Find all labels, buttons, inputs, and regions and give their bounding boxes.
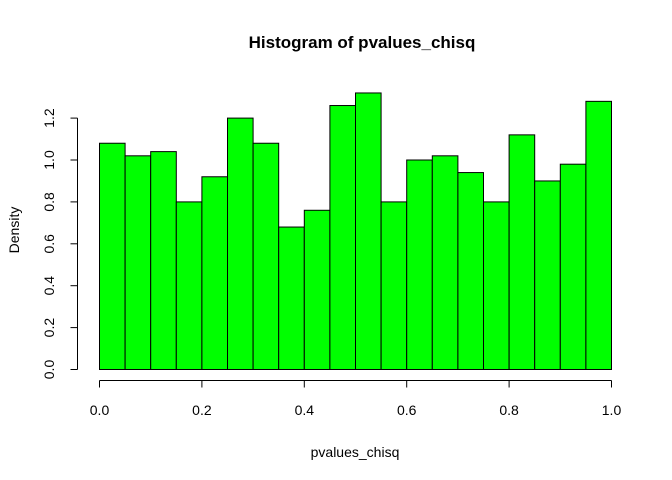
- histogram-bar: [252, 142, 280, 370]
- y-tick-label: 0.4: [41, 276, 57, 296]
- histogram-bar: [227, 117, 254, 370]
- histogram-bar: [508, 134, 536, 370]
- x-tick-label: 0.0: [90, 402, 110, 418]
- y-tick-label: 0.0: [41, 360, 57, 380]
- histogram-bar: [559, 163, 587, 370]
- y-tick-label: 0.6: [41, 234, 57, 254]
- histogram-bar: [303, 209, 331, 370]
- y-tick-label: 1.2: [41, 108, 57, 128]
- bars-layer: [99, 92, 613, 371]
- y-tick-label: 0.8: [41, 192, 57, 212]
- histogram-bar: [457, 172, 484, 370]
- y-tick-label: 1.0: [41, 150, 57, 170]
- x-tick-label: 0.8: [499, 402, 519, 418]
- histogram-bar: [380, 201, 408, 370]
- y-tick-label: 0.2: [41, 318, 57, 338]
- histogram-bar: [483, 201, 510, 370]
- histogram-bar: [175, 201, 203, 370]
- histogram-bar: [534, 180, 561, 370]
- histogram-bar: [201, 176, 228, 370]
- histogram-bar: [329, 105, 356, 370]
- x-tick-label: 0.4: [295, 402, 315, 418]
- histogram-bar: [99, 142, 126, 370]
- histogram-bar: [150, 151, 177, 370]
- chart-title: Histogram of pvalues_chisq: [249, 33, 476, 52]
- y-axis: 0.0 0.2 0.4 0.6 0.8 1.0 1.2: [41, 108, 78, 379]
- histogram-bar: [278, 226, 305, 370]
- histogram-bar: [431, 155, 459, 370]
- x-tick-label: 0.2: [192, 402, 212, 418]
- histogram-bar: [406, 159, 433, 370]
- x-tick-label: 1.0: [602, 402, 622, 418]
- histogram-bar: [355, 92, 382, 371]
- y-axis-label: Density: [6, 207, 22, 254]
- x-axis: 0.0 0.2 0.4 0.6 0.8 1.0: [90, 380, 622, 418]
- histogram-bar: [585, 100, 613, 370]
- histogram-bar: [124, 155, 152, 370]
- x-tick-label: 0.6: [397, 402, 417, 418]
- x-axis-label: pvalues_chisq: [311, 444, 400, 460]
